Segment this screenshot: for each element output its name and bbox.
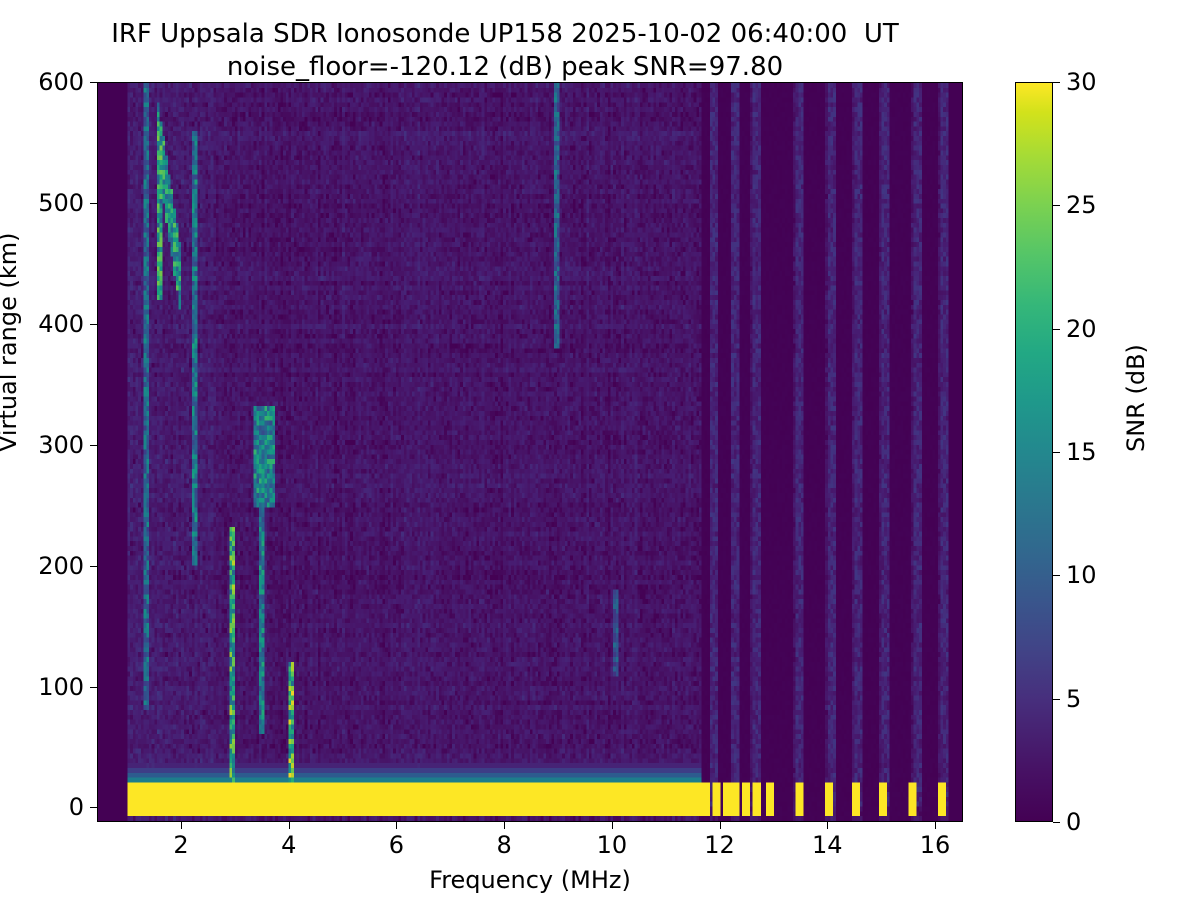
title-line-2: noise_floor=-120.12 (dB) peak SNR=97.80 — [226, 52, 784, 83]
colorbar-tick-label: 0 — [1066, 808, 1082, 836]
x-tick-mark — [396, 822, 398, 829]
x-tick-mark — [827, 822, 829, 829]
colorbar-tick-label: 5 — [1066, 684, 1082, 713]
x-tick-label: 10 — [596, 831, 628, 859]
x-tick-mark — [288, 822, 290, 829]
colorbar-tick-label: 20 — [1066, 314, 1097, 343]
colorbar-tick-label: 10 — [1066, 561, 1097, 590]
x-tick-label: 2 — [173, 831, 189, 859]
y-tick-label: 600 — [38, 68, 84, 96]
ionogram-plot-area — [97, 82, 963, 822]
colorbar-label: SNR (dB) — [1122, 344, 1150, 452]
ionogram-heatmap — [98, 83, 962, 821]
colorbar-tick-mark — [1053, 575, 1060, 577]
y-tick-label: 0 — [68, 793, 84, 822]
colorbar-tick-label: 25 — [1066, 191, 1097, 220]
figure-title: IRF Uppsala SDR Ionosonde UP158 2025-10-… — [0, 18, 1010, 85]
y-tick-mark — [90, 82, 97, 83]
x-tick-mark — [504, 822, 506, 829]
colorbar-tick-mark — [1053, 452, 1060, 453]
x-tick-label: 12 — [704, 831, 735, 859]
colorbar-tick-mark — [1053, 822, 1060, 823]
x-tick-mark — [181, 822, 182, 829]
title-line-1: IRF Uppsala SDR Ionosonde UP158 2025-10-… — [111, 19, 899, 49]
x-axis-label: Frequency (MHz) — [429, 866, 631, 894]
x-tick-mark — [611, 822, 613, 829]
y-tick-label: 200 — [38, 551, 84, 580]
y-tick-mark — [90, 686, 97, 688]
y-tick-label: 300 — [38, 430, 84, 459]
y-tick-mark — [90, 323, 97, 325]
colorbar-tick-label: 15 — [1066, 438, 1097, 466]
x-tick-label: 14 — [812, 831, 843, 859]
heatmap-canvas — [98, 83, 962, 821]
x-tick-label: 8 — [496, 831, 512, 859]
y-tick-label: 500 — [38, 188, 84, 217]
colorbar-tick-mark — [1053, 82, 1060, 83]
x-tick-mark — [934, 822, 936, 829]
y-tick-label: 100 — [38, 672, 84, 701]
x-tick-label: 4 — [281, 831, 297, 859]
y-tick-mark — [90, 444, 97, 446]
colorbar — [1015, 82, 1053, 822]
colorbar-tick-mark — [1053, 328, 1060, 330]
x-tick-label: 16 — [919, 831, 951, 859]
y-tick-mark — [90, 565, 97, 567]
x-tick-mark — [719, 822, 721, 829]
y-tick-label: 400 — [38, 309, 84, 338]
y-tick-mark — [90, 202, 97, 204]
y-tick-mark — [90, 807, 97, 809]
colorbar-tick-mark — [1053, 205, 1060, 207]
x-tick-label: 6 — [388, 831, 405, 859]
colorbar-tick-mark — [1053, 698, 1060, 700]
y-axis-label: Virtual range (km) — [0, 232, 22, 452]
colorbar-tick-label: 30 — [1066, 68, 1097, 96]
